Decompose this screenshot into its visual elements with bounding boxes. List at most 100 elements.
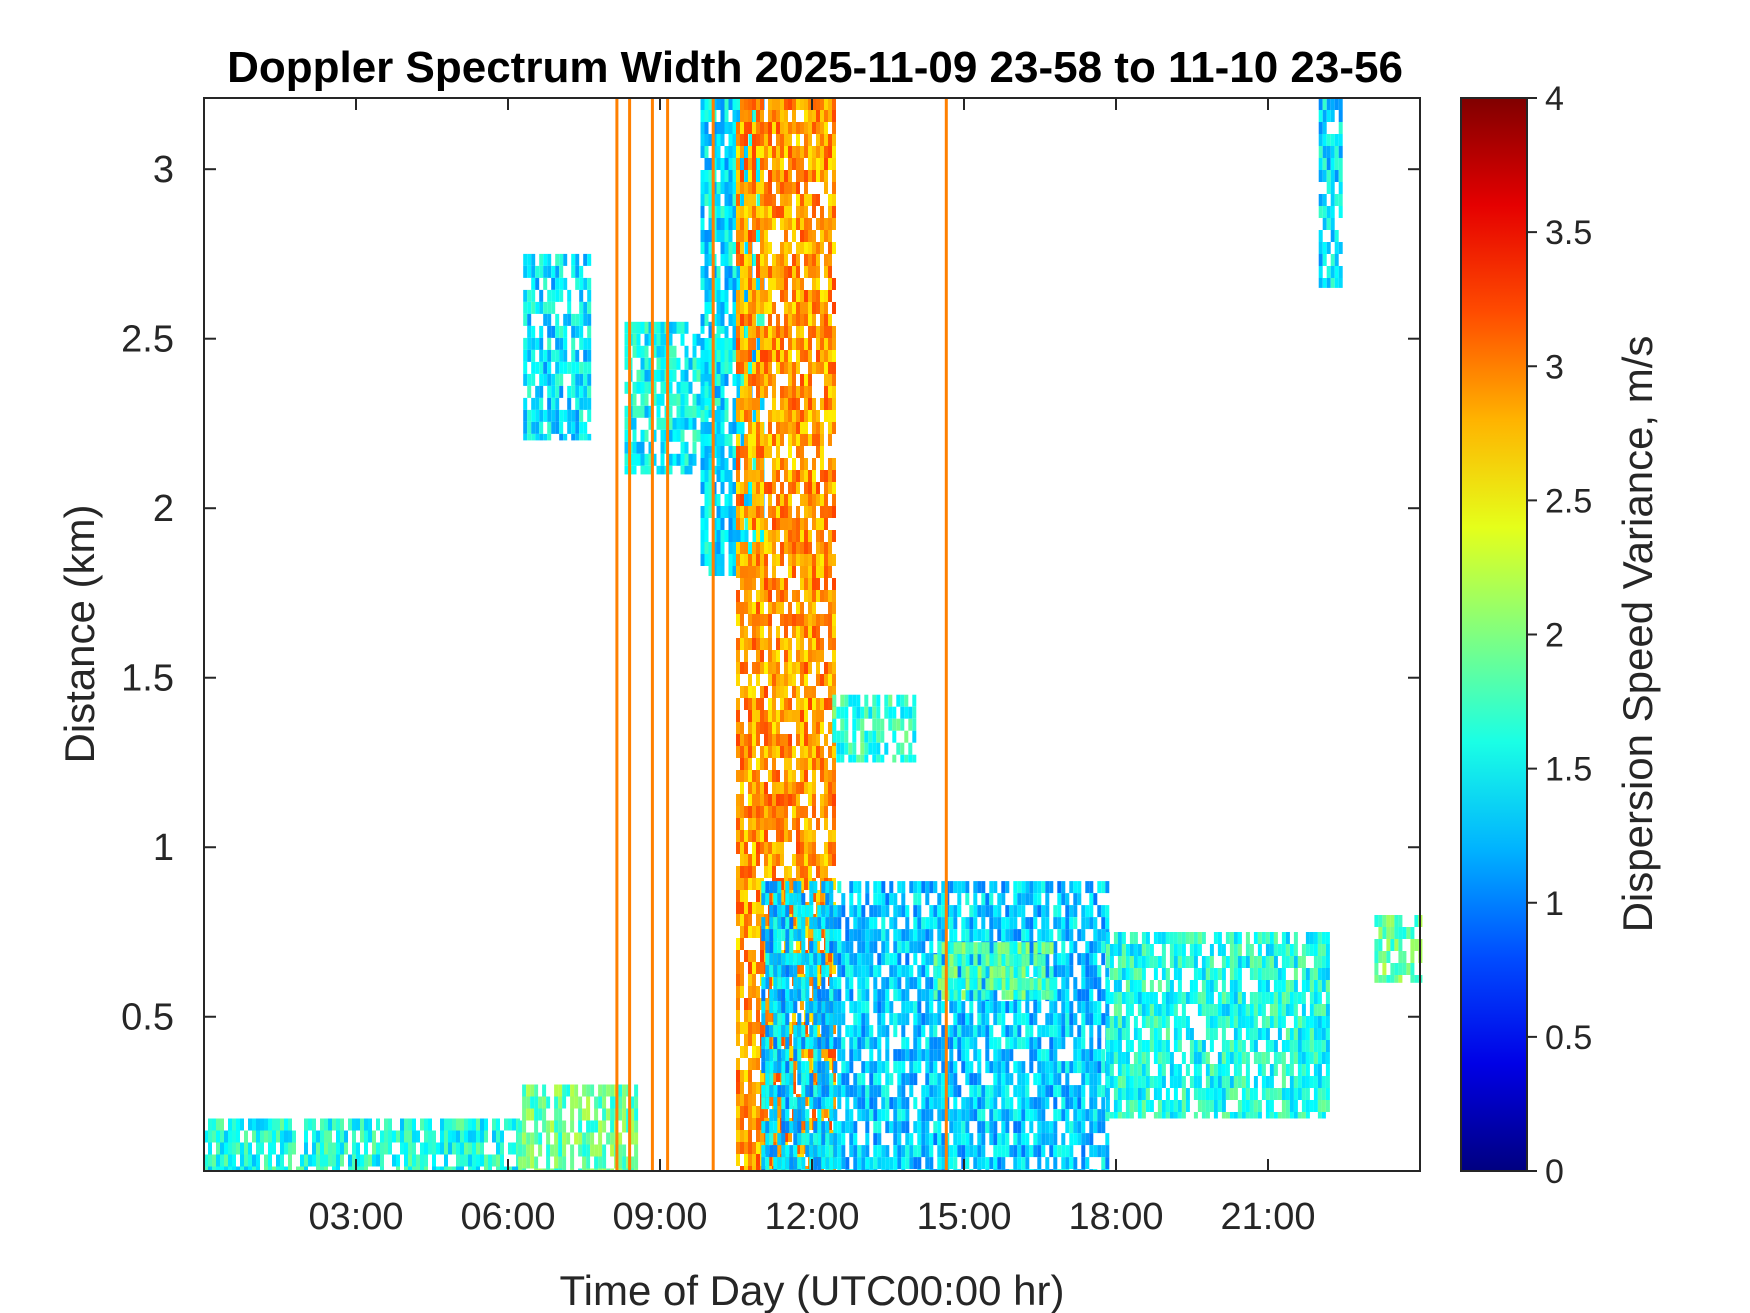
heatmap-cell	[832, 98, 836, 110]
heatmap-cell	[720, 314, 725, 326]
heatmap-cell	[748, 962, 752, 974]
heatmap-cell	[824, 350, 828, 362]
heatmap-cell	[720, 350, 725, 362]
heatmap-cell	[736, 614, 740, 626]
heatmap-cell	[765, 1061, 770, 1074]
heatmap-cell	[748, 194, 752, 206]
heatmap-cell	[531, 325, 536, 338]
heatmap-cell	[720, 254, 725, 266]
heatmap-cell	[724, 158, 729, 170]
heatmap-cell	[756, 782, 760, 794]
heatmap-cell	[868, 742, 873, 755]
heatmap-cell	[776, 122, 780, 134]
heatmap-cell	[740, 1022, 744, 1034]
heatmap-cell	[530, 1156, 535, 1169]
heatmap-cell	[748, 518, 752, 530]
heatmap-cell	[793, 1133, 798, 1146]
heatmap-cell	[901, 1049, 906, 1062]
heatmap-cell	[680, 429, 685, 442]
heatmap-cell	[720, 302, 725, 314]
heatmap-cell	[776, 170, 780, 182]
heatmap-cell	[756, 1154, 760, 1166]
heatmap-cell	[857, 953, 862, 966]
heatmap-cell	[793, 1145, 798, 1158]
heatmap-cell	[893, 929, 898, 942]
heatmap-cell	[800, 542, 804, 554]
heatmap-cell	[668, 333, 673, 346]
heatmap-cell	[776, 134, 780, 146]
heatmap-cell	[845, 1121, 850, 1134]
heatmap-cell	[833, 1037, 838, 1050]
heatmap-cell	[820, 698, 824, 710]
heatmap-cell	[829, 1073, 834, 1086]
heatmap-cell	[957, 881, 962, 894]
heatmap-cell	[792, 518, 796, 530]
heatmap-cell	[684, 405, 689, 418]
heatmap-cell	[788, 470, 792, 482]
heatmap-cell	[812, 890, 816, 902]
heatmap-cell	[933, 1121, 938, 1134]
heatmap-cell	[909, 965, 914, 978]
heatmap-cell	[997, 1049, 1002, 1062]
heatmap-cell	[925, 1097, 930, 1110]
heatmap-cell	[792, 626, 796, 638]
heatmap-cell	[704, 278, 709, 290]
heatmap-cell	[804, 530, 808, 542]
heatmap-cell	[1093, 1085, 1098, 1098]
heatmap-cell	[865, 1085, 870, 1098]
heatmap-cell	[1081, 1061, 1086, 1074]
heatmap-cell	[420, 1118, 424, 1131]
heatmap-cell	[929, 929, 934, 942]
heatmap-cell	[364, 1166, 368, 1171]
heatmap-cell	[997, 1157, 1002, 1170]
heatmap-cell	[828, 950, 832, 962]
heatmap-cell	[801, 1157, 806, 1170]
heatmap-cell	[1081, 989, 1086, 1002]
heatmap-cell	[748, 434, 752, 446]
heatmap-cell	[768, 206, 772, 218]
heatmap-cell	[860, 718, 865, 731]
heatmap-cell	[812, 362, 816, 374]
heatmap-cell	[567, 361, 572, 374]
heatmap-cell	[829, 941, 834, 954]
heatmap-cell	[776, 1106, 780, 1118]
heatmap-cell	[216, 1154, 220, 1167]
heatmap-cell	[1081, 953, 1086, 966]
heatmap-cell	[785, 1085, 790, 1098]
heatmap-cell	[909, 941, 914, 954]
heatmap-cell	[781, 1109, 786, 1122]
heatmap-cell	[768, 434, 772, 446]
heatmap-cell	[816, 674, 820, 686]
heatmap-cell	[756, 638, 760, 650]
heatmap-cell	[873, 1157, 878, 1170]
heatmap-cell	[598, 1168, 603, 1171]
heatmap-cell	[752, 326, 756, 338]
heatmap-cell	[873, 905, 878, 918]
heatmap-cell	[776, 554, 780, 566]
heatmap-cell	[953, 1001, 958, 1014]
heatmap-cell	[716, 374, 721, 386]
heatmap-cell	[825, 1013, 830, 1026]
heatmap-cell	[788, 398, 792, 410]
heatmap-cell	[618, 1084, 623, 1097]
heatmap-cell	[1001, 1097, 1006, 1110]
heatmap-cell	[821, 965, 826, 978]
heatmap-cell	[776, 854, 780, 866]
heatmap-cell	[769, 881, 774, 894]
heatmap-cell	[985, 1097, 990, 1110]
heatmap-cell	[997, 1001, 1002, 1014]
heatmap-cell	[832, 302, 836, 314]
heatmap-cell	[535, 421, 540, 434]
heatmap-cell	[708, 494, 713, 506]
heatmap-cell	[764, 842, 768, 854]
heatmap-cell	[792, 746, 796, 758]
heatmap-cell	[744, 1166, 748, 1171]
heatmap-cell	[965, 1109, 970, 1122]
heatmap-cell	[1053, 1001, 1058, 1014]
heatmap-cell	[853, 917, 858, 930]
heatmap-cell	[523, 289, 528, 302]
heatmap-cell	[1069, 941, 1074, 954]
heatmap-cell	[539, 325, 544, 338]
heatmap-cell	[376, 1118, 380, 1131]
heatmap-cell	[542, 1168, 547, 1171]
